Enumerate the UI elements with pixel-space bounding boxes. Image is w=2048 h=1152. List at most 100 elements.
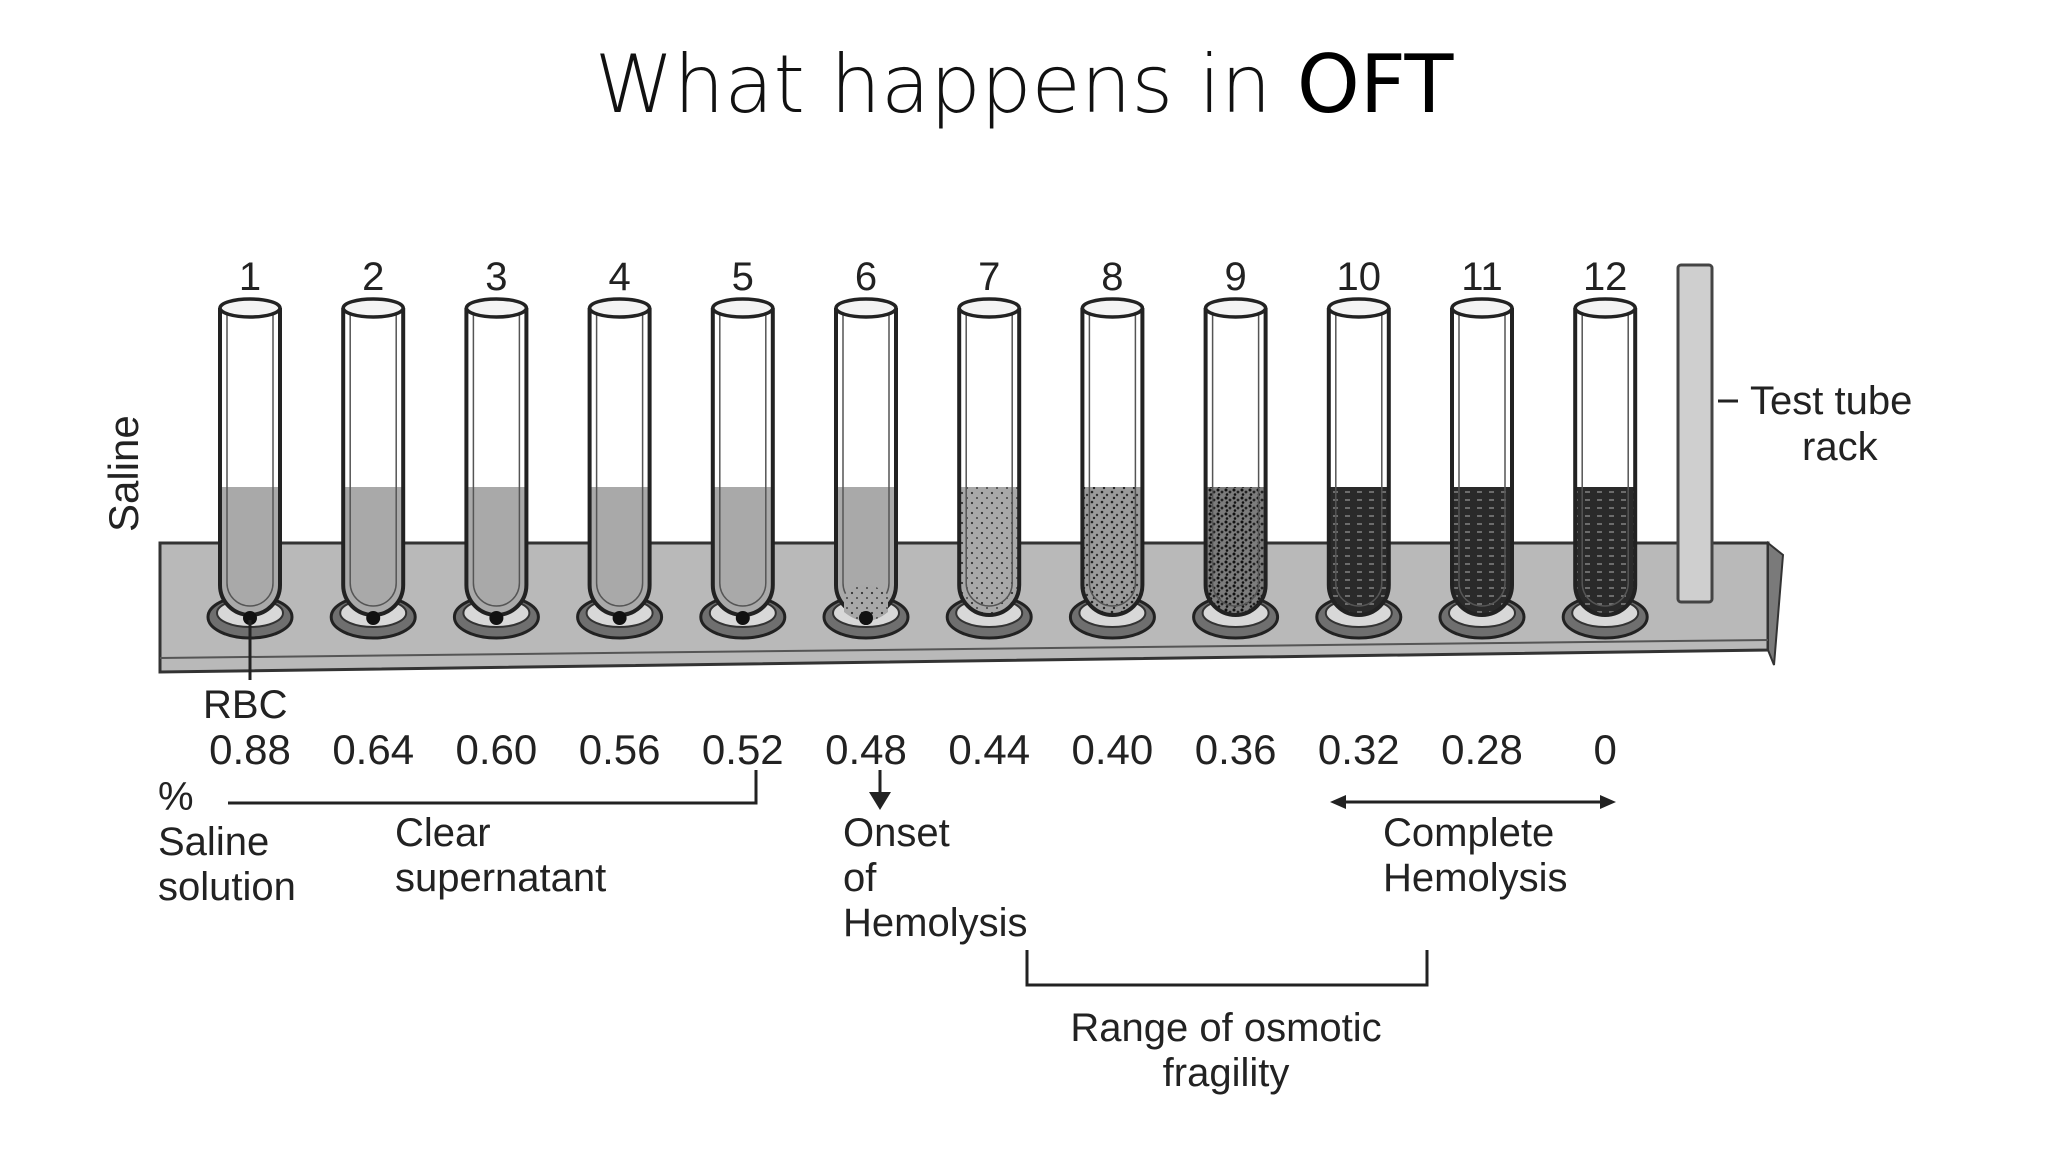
concentration-labels: 0.88 0.64 0.60 0.56 0.52 0.48 0.44 0.40 0.36 0.32… bbox=[209, 726, 1617, 773]
clear-supernatant-bracket bbox=[228, 770, 758, 805]
title-bold: OFT bbox=[1296, 38, 1454, 131]
range-label-line2: fragility bbox=[1163, 1051, 1290, 1095]
tube-number: 7 bbox=[978, 255, 1000, 299]
tube-liquid bbox=[1452, 487, 1512, 615]
tube-liquid bbox=[1205, 487, 1266, 616]
tube-outline bbox=[1203, 308, 1268, 617]
concentration-label: 0.88 bbox=[209, 726, 291, 773]
slide-title: What happens in OFT bbox=[0, 38, 2048, 131]
tube-outline bbox=[1450, 308, 1514, 617]
rbc-pellet bbox=[489, 611, 504, 625]
concentration-label: 0.32 bbox=[1318, 726, 1400, 773]
tube-liquid bbox=[1082, 487, 1143, 616]
tube-inner-wall bbox=[1088, 314, 1137, 607]
concentration-label: 0.52 bbox=[702, 726, 784, 773]
tube-rim bbox=[1573, 297, 1637, 319]
tube-rim bbox=[957, 297, 1021, 319]
rbc-pellet bbox=[243, 611, 257, 625]
concentration-label: 0.40 bbox=[1072, 726, 1154, 773]
tube-inner-wall bbox=[719, 314, 767, 607]
test-tube-11: 11 bbox=[1438, 255, 1526, 640]
rbc-pellet bbox=[612, 611, 627, 625]
concentration-label: 0 bbox=[1594, 726, 1617, 773]
test-tube-12: 12 bbox=[1561, 255, 1649, 640]
tube-inner-wall bbox=[1581, 314, 1629, 607]
rbc-label: RBC bbox=[203, 683, 287, 727]
range-bracket bbox=[1025, 950, 1429, 987]
onset-label-line3: Hemolysis bbox=[843, 901, 1027, 945]
onset-arrow bbox=[869, 770, 891, 810]
test-tube-6: 6 bbox=[822, 255, 910, 640]
tube-rim bbox=[1327, 297, 1391, 319]
concentration-label: 0.44 bbox=[948, 726, 1030, 773]
side-label-saline: Saline bbox=[100, 415, 147, 532]
tube-number: 10 bbox=[1337, 255, 1382, 299]
tube-liquid bbox=[712, 487, 773, 616]
complete-hemolysis-arrow bbox=[1330, 795, 1616, 809]
tube-number: 4 bbox=[608, 255, 630, 299]
onset-label-line1: Onset bbox=[843, 811, 950, 855]
concentration-label: 0.56 bbox=[579, 726, 661, 773]
tube-liquid bbox=[959, 487, 1020, 616]
tube-number: 2 bbox=[362, 255, 384, 299]
tube-rim bbox=[587, 297, 652, 319]
onset-sediment bbox=[844, 585, 888, 621]
tube-liquid bbox=[466, 487, 527, 615]
tube-number: 8 bbox=[1101, 255, 1123, 299]
concentration-label: 0.64 bbox=[332, 726, 414, 773]
test-tube-9: 9 bbox=[1192, 255, 1280, 640]
tube-outline bbox=[1573, 308, 1638, 617]
clear-label-line2: supernatant bbox=[395, 856, 606, 900]
tube-liquid bbox=[836, 487, 896, 615]
concentration-label: 0.60 bbox=[456, 726, 538, 773]
test-tube-10: 10 bbox=[1315, 255, 1403, 640]
tube-number: 6 bbox=[855, 255, 877, 299]
rack-label-line2: rack bbox=[1802, 425, 1879, 469]
tube-rim bbox=[834, 297, 898, 319]
tube-liquid bbox=[1575, 487, 1636, 616]
test-tubes: 1 2 3 4 5 6 7 8 9 10 11 12 bbox=[206, 255, 1649, 640]
tube-liquid bbox=[220, 487, 280, 615]
test-tube-8: 8 bbox=[1068, 255, 1156, 640]
test-tube-7: 7 bbox=[945, 255, 1033, 640]
tube-number: 11 bbox=[1461, 255, 1503, 299]
clear-label-line1: Clear bbox=[395, 811, 491, 855]
tube-rim bbox=[341, 297, 405, 319]
tube-inner-wall bbox=[1335, 314, 1383, 607]
tube-outline bbox=[1326, 308, 1391, 617]
test-tube-2: 2 bbox=[329, 255, 417, 640]
tube-inner-wall bbox=[226, 314, 274, 607]
tube-inner-wall bbox=[1211, 314, 1260, 607]
range-label-line1: Range of osmotic bbox=[1070, 1006, 1381, 1050]
tube-inner-wall bbox=[965, 314, 1013, 607]
saline-label-line1: Saline bbox=[158, 820, 269, 864]
tube-number: 5 bbox=[732, 255, 754, 299]
tube-rim bbox=[1080, 297, 1145, 319]
tube-rim bbox=[711, 297, 775, 319]
rack-label-line1: Test tube bbox=[1750, 379, 1912, 423]
complete-label-line2: Hemolysis bbox=[1383, 856, 1567, 900]
saline-label-line2: solution bbox=[158, 865, 296, 909]
tube-liquid bbox=[1328, 487, 1389, 616]
tube-liquid bbox=[343, 487, 404, 616]
rbc-pellet bbox=[859, 611, 873, 625]
onset-label-line2: of bbox=[843, 856, 877, 900]
rbc-pellet bbox=[735, 611, 750, 625]
test-tube-rack-post bbox=[1676, 263, 1714, 604]
concentration-label: 0.36 bbox=[1195, 726, 1277, 773]
tube-inner-wall bbox=[595, 314, 644, 607]
tube-rim bbox=[1450, 297, 1514, 319]
tube-rim bbox=[218, 297, 282, 319]
tube-rim bbox=[1203, 297, 1268, 319]
concentration-label: 0.48 bbox=[825, 726, 907, 773]
tube-inner-wall bbox=[349, 314, 397, 607]
test-tube-3: 3 bbox=[452, 255, 540, 640]
tube-inner-wall bbox=[1458, 314, 1506, 607]
tube-number: 3 bbox=[485, 255, 507, 299]
tube-outline bbox=[957, 308, 1022, 617]
tube-outline bbox=[1080, 308, 1145, 617]
tube-number: 9 bbox=[1224, 255, 1246, 299]
tube-liquid bbox=[589, 487, 650, 616]
complete-label-line1: Complete bbox=[1383, 811, 1554, 855]
